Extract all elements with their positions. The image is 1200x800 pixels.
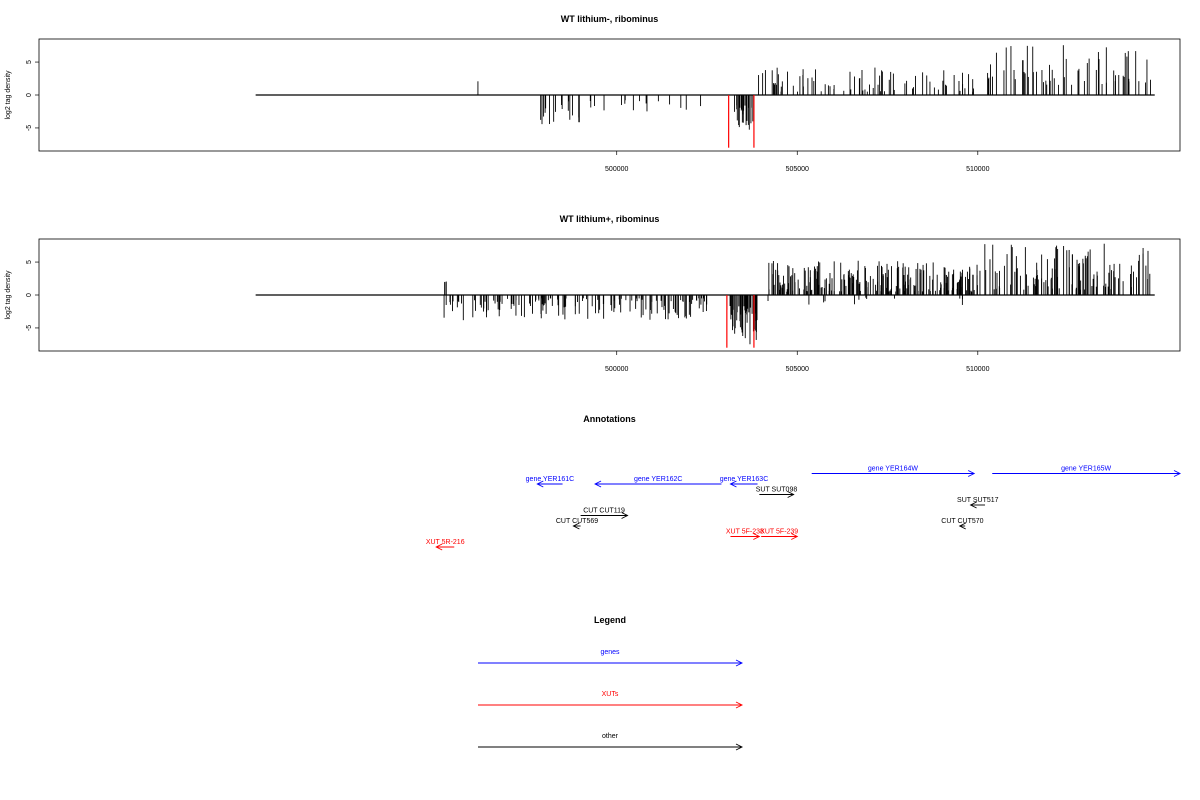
feature-label: XUT 5F-238 xyxy=(726,529,764,536)
legend-item: XUTs xyxy=(478,691,744,709)
y-axis-label: log2 tag density xyxy=(5,270,12,320)
legend-panel: Legend genes XUTs other xyxy=(478,615,744,751)
feature-label: SUT SUT517 xyxy=(957,497,999,504)
annotation-feature: CUT CUT569 xyxy=(556,518,598,530)
arrowhead xyxy=(791,533,799,540)
feature-label: SUT SUT098 xyxy=(756,487,798,494)
signal-bars xyxy=(477,45,1151,130)
arrowhead xyxy=(621,512,629,519)
signal-bars xyxy=(443,243,1151,345)
feature-label: gene YER161C xyxy=(526,476,575,483)
annotation-feature: gene YER165W xyxy=(992,466,1182,477)
arrowhead xyxy=(536,480,544,488)
legend-label: other xyxy=(602,733,619,740)
arrowhead xyxy=(967,470,976,477)
annotations-title: Annotations xyxy=(583,414,636,424)
annotation-feature: XUT 5R-216 xyxy=(426,539,465,551)
feature-label: CUT CUT569 xyxy=(556,518,598,525)
plot-wt-lithium-plus: WT lithium+, ribominus log2 tag density -5… xyxy=(5,214,1181,373)
plot-wt-lithium-minus: WT lithium-, ribominus log2 tag density -5… xyxy=(5,14,1181,173)
feature-label: XUT 5F-239 xyxy=(760,529,798,536)
x-tick-label: 505000 xyxy=(786,366,809,373)
x-tick-label: 500000 xyxy=(605,366,628,373)
feature-label: gene YER164W xyxy=(868,466,918,473)
annotation-feature: CUT CUT119 xyxy=(580,508,629,519)
arrowhead xyxy=(594,480,602,488)
legend-title: Legend xyxy=(594,615,626,625)
arrowhead xyxy=(753,533,761,540)
y-tick-label: -5 xyxy=(26,325,33,331)
legend-item: other xyxy=(478,733,744,751)
x-tick-label: 500000 xyxy=(605,166,628,173)
feature-label: CUT CUT119 xyxy=(583,508,625,515)
annotation-feature: SUT SUT517 xyxy=(957,497,999,509)
y-axis-label: log2 tag density xyxy=(5,70,12,120)
feature-label: gene YER165W xyxy=(1061,466,1111,473)
feature-label: XUT 5R-216 xyxy=(426,539,465,546)
arrowhead xyxy=(958,522,966,530)
x-tick-label: 510000 xyxy=(966,166,989,173)
chart-title: WT lithium+, ribominus xyxy=(560,214,660,224)
arrowhead xyxy=(572,522,580,530)
arrowhead xyxy=(435,543,443,551)
legend-label: genes xyxy=(600,649,620,656)
y-tick-label: 5 xyxy=(26,260,33,264)
chart-title: WT lithium-, ribominus xyxy=(561,14,659,24)
arrowhead xyxy=(735,701,744,709)
feature-label: gene YER163C xyxy=(720,476,769,483)
annotation-feature: SUT SUT098 xyxy=(756,487,798,498)
y-tick-label: 5 xyxy=(26,60,33,64)
arrowhead xyxy=(729,480,737,488)
x-tick-label: 510000 xyxy=(966,366,989,373)
arrowhead xyxy=(1173,470,1182,477)
arrowhead xyxy=(735,743,744,751)
x-tick-label: 505000 xyxy=(786,166,809,173)
annotation-feature: XUT 5F-238 xyxy=(726,529,764,540)
y-tick-label: -5 xyxy=(26,125,33,131)
feature-label: gene YER162C xyxy=(634,476,683,483)
annotations-panel: Annotations gene YER161C gene YER162C gene … xyxy=(426,414,1182,551)
annotation-feature: gene YER164W xyxy=(811,466,976,477)
arrowhead xyxy=(735,659,744,667)
arrowhead xyxy=(969,501,977,509)
annotation-feature: XUT 5F-239 xyxy=(760,529,798,540)
y-tick-label: 0 xyxy=(26,293,33,297)
legend-item: genes xyxy=(478,649,744,667)
legend-label: XUTs xyxy=(602,691,619,698)
annotation-feature: gene YER163C xyxy=(720,476,769,488)
arrowhead xyxy=(787,491,795,498)
y-tick-label: 0 xyxy=(26,93,33,97)
annotation-feature: gene YER161C xyxy=(526,476,575,488)
annotation-feature: gene YER162C xyxy=(594,476,722,488)
annotation-feature: CUT CUT570 xyxy=(941,518,984,530)
feature-label: CUT CUT570 xyxy=(941,518,983,525)
